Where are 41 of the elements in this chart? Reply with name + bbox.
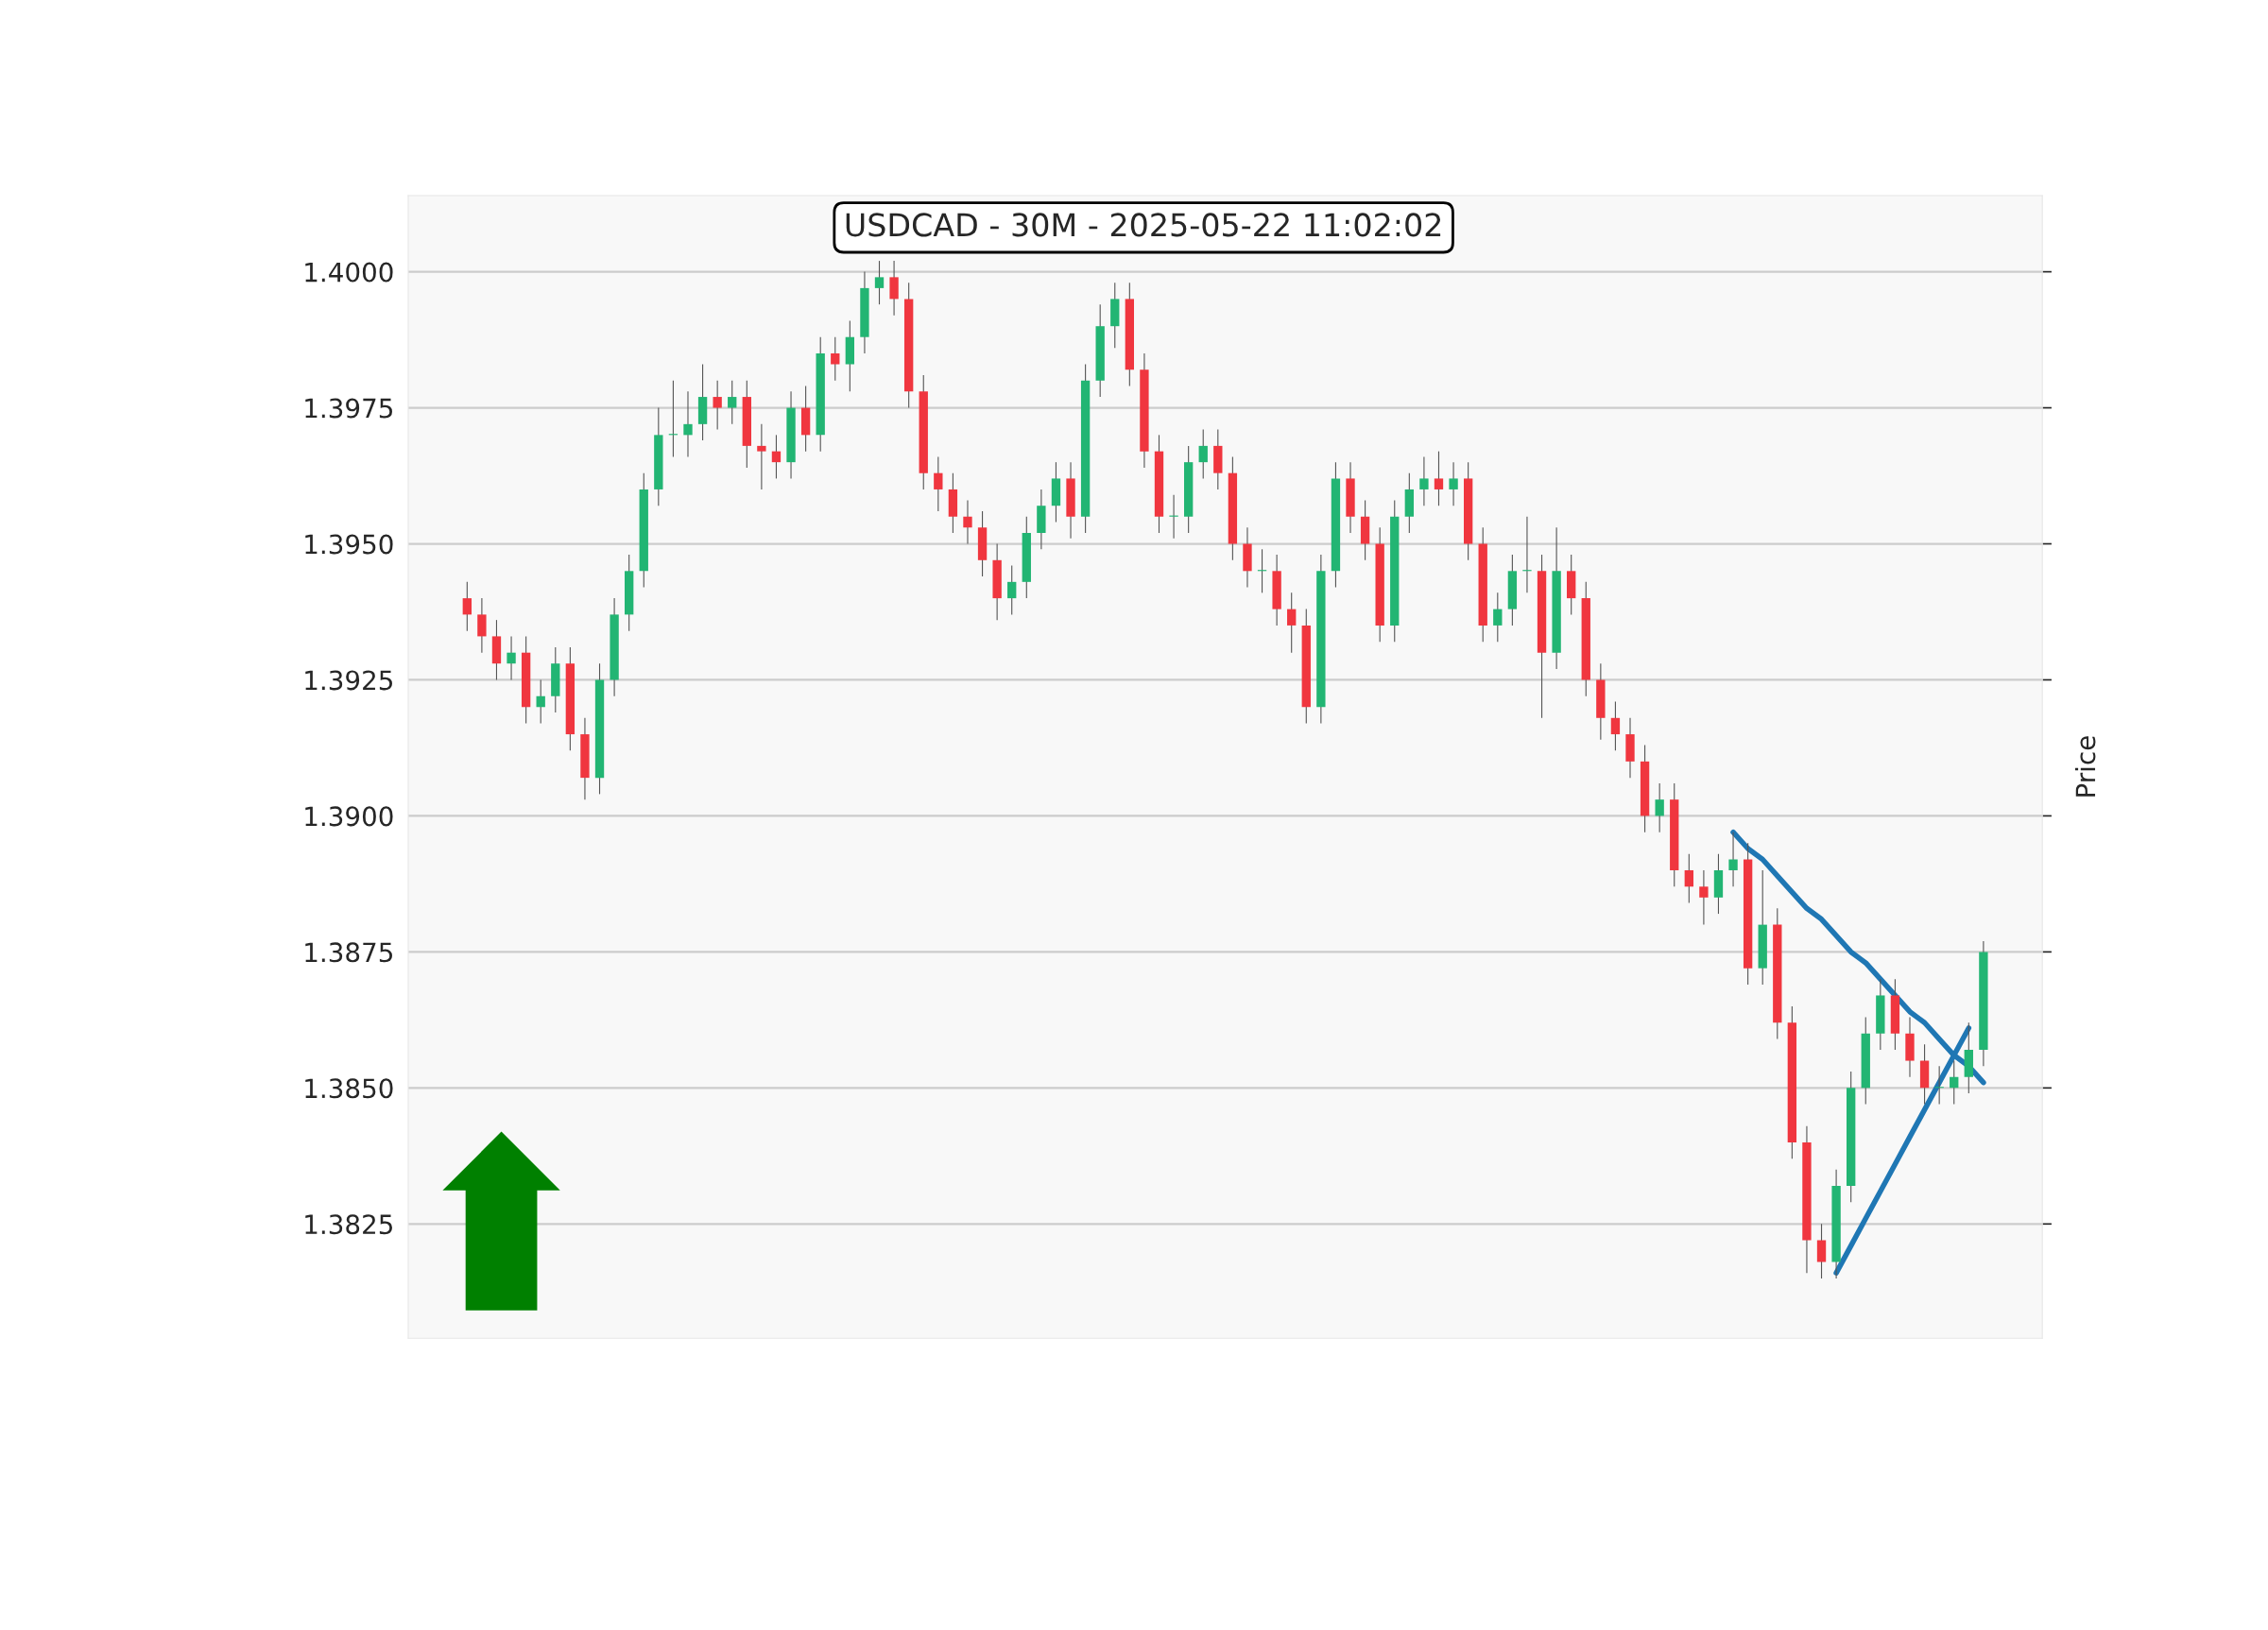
candlestick	[1655, 782, 1664, 833]
candlestick	[1699, 869, 1709, 926]
candlestick	[771, 434, 782, 479]
y-tick-label: 1.3950	[305, 534, 393, 555]
candlestick	[1728, 832, 1738, 887]
candlestick	[1934, 1065, 1944, 1106]
candlestick	[1816, 1223, 1827, 1279]
y-axis-title: Price	[2074, 736, 2096, 797]
candlestick	[1434, 451, 1444, 506]
candlestick	[713, 380, 722, 431]
candlestick	[477, 597, 487, 654]
candlestick	[934, 455, 943, 512]
candlestick	[1449, 461, 1458, 506]
y-tick-label: 1.3925	[305, 670, 392, 691]
candlestick	[1198, 429, 1208, 479]
candlestick	[1287, 592, 1297, 654]
candlestick	[728, 380, 737, 425]
candlestick	[1419, 455, 1429, 506]
candlestick	[683, 390, 693, 457]
candlestick	[831, 336, 840, 382]
candlestick	[1950, 1060, 1959, 1106]
candlestick	[536, 678, 545, 725]
candlestick	[1684, 853, 1693, 904]
candlestick	[1493, 592, 1503, 643]
candlestick	[1169, 494, 1178, 540]
candlestick	[889, 260, 899, 317]
y-tick-label: 1.3975	[305, 398, 392, 419]
candlestick	[1007, 565, 1017, 615]
candlestick	[963, 499, 972, 545]
y-tick-label: 1.3875	[305, 942, 392, 963]
candlestick	[1610, 700, 1621, 751]
candlestick	[757, 423, 766, 490]
candlestick	[462, 581, 472, 632]
chart-title: USDCAD - 30M - 2025-05-22 11:02:02	[846, 213, 1441, 237]
y-tick-label: 1.4000	[305, 262, 393, 283]
y-tick-label: 1.3900	[305, 806, 393, 827]
candlestick	[1522, 516, 1532, 593]
candlestick	[507, 635, 516, 681]
y-tick-label: 1.3825	[305, 1214, 392, 1235]
candlestick	[874, 260, 885, 305]
y-tick-label: 1.3850	[305, 1078, 393, 1099]
